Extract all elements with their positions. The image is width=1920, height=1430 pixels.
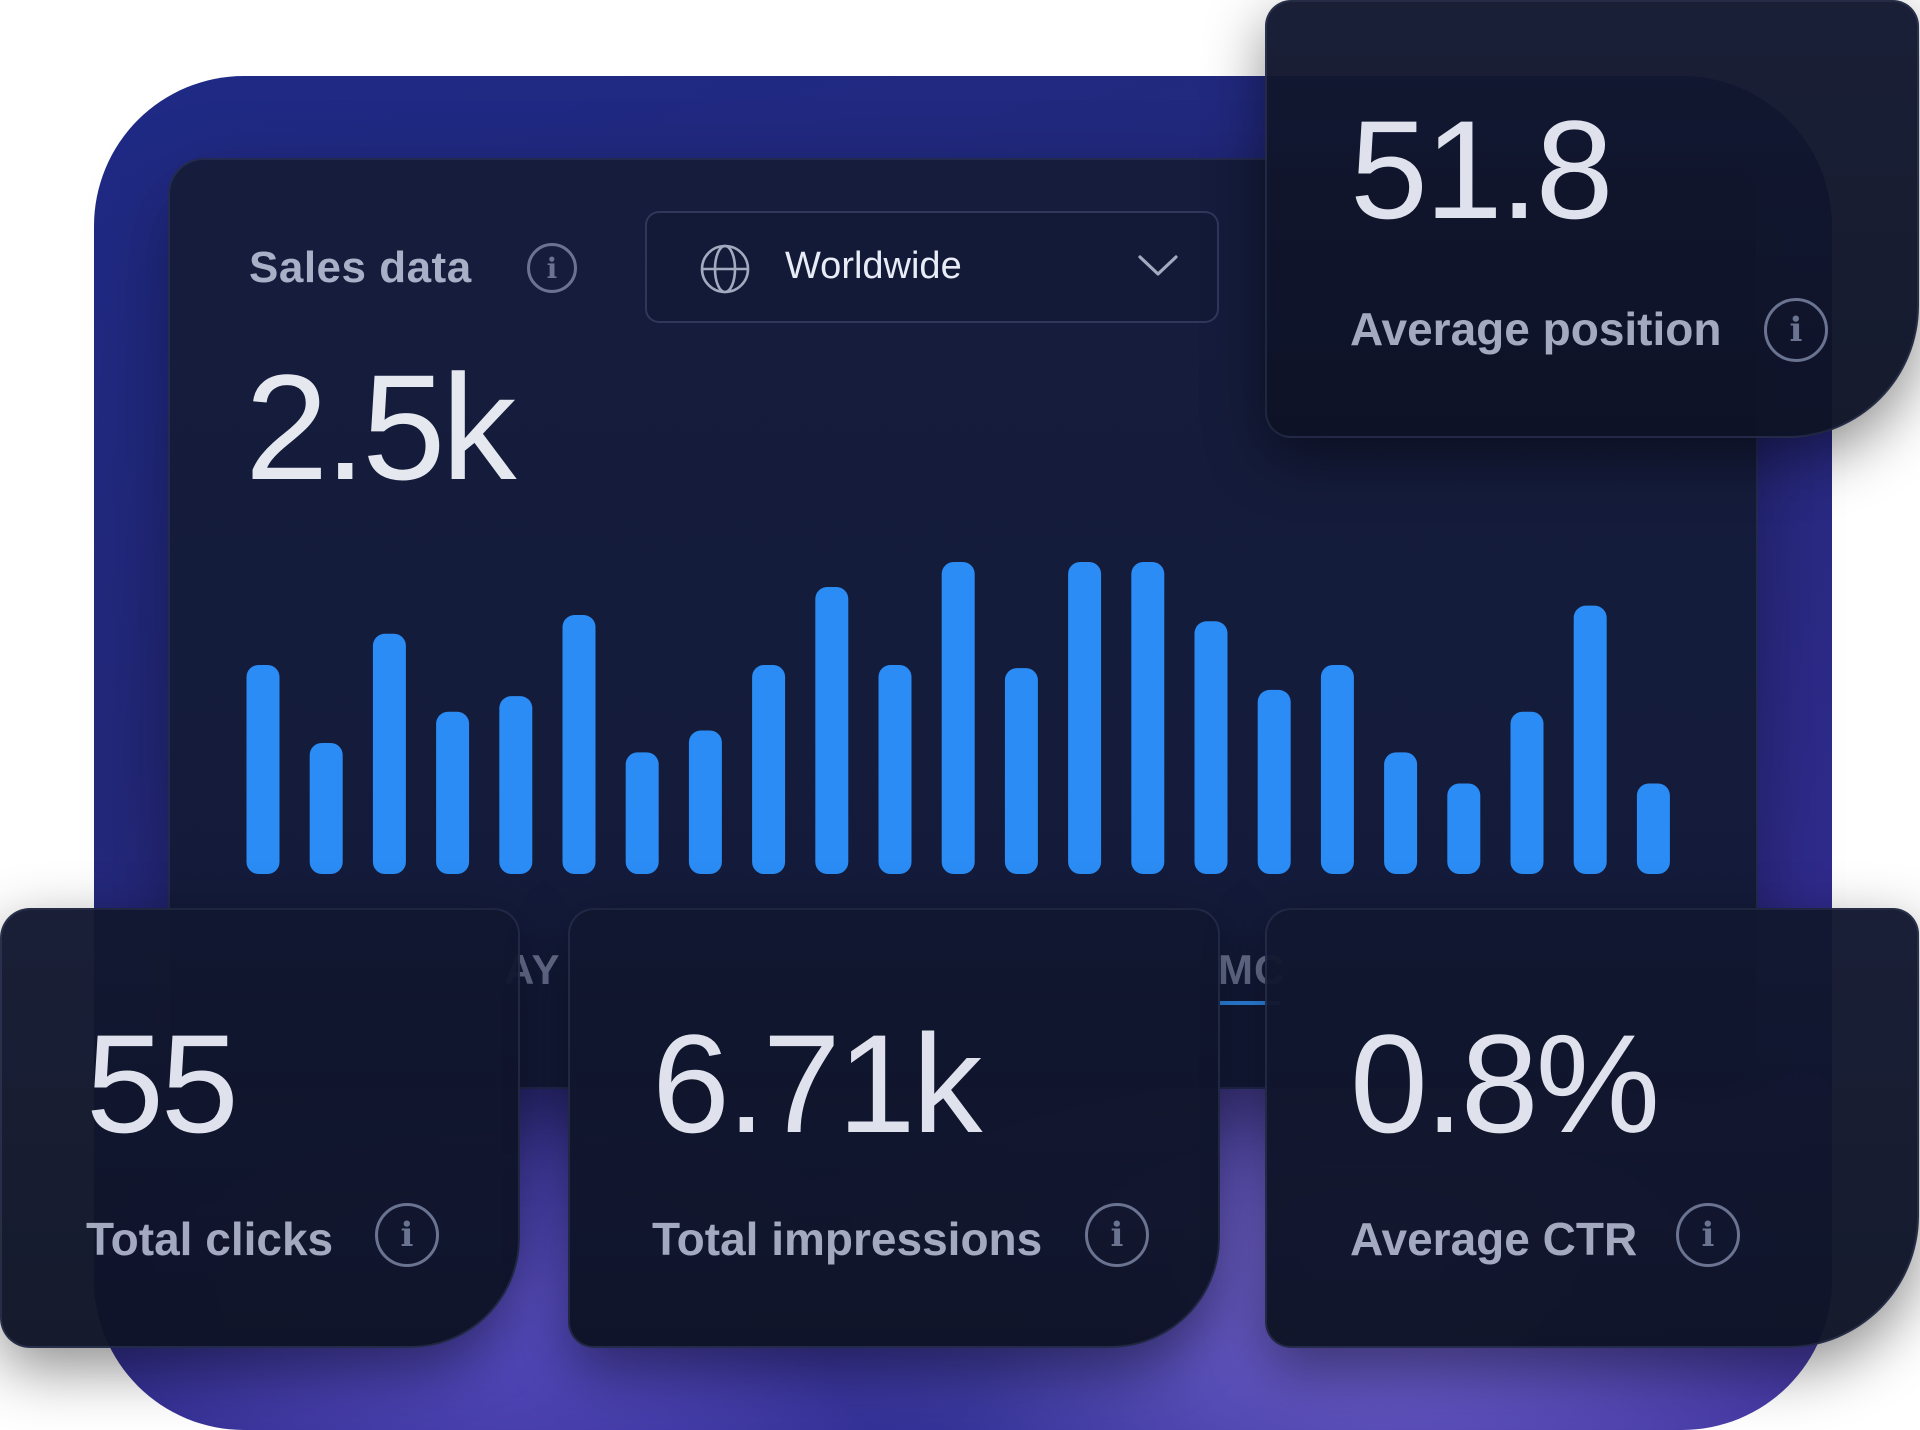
chart-bar <box>246 664 280 874</box>
total-impressions-label: Total impressions <box>652 1213 1043 1265</box>
total-impressions-card: 6.71k Total impressions i <box>568 908 1220 1348</box>
info-icon[interactable]: i <box>1764 298 1828 362</box>
chart-bar <box>752 664 786 874</box>
chart-bar <box>309 742 343 874</box>
chart-bar <box>815 586 849 874</box>
chart-bar <box>1447 783 1481 874</box>
chart-bar <box>878 664 912 874</box>
info-icon[interactable]: i <box>375 1203 439 1267</box>
chart-bar <box>1004 668 1038 874</box>
chart-bar <box>1131 562 1165 874</box>
chart-bar <box>1194 621 1228 874</box>
average-ctr-card: 0.8% Average CTR i <box>1265 908 1919 1348</box>
average-ctr-value: 0.8% <box>1350 1005 1660 1162</box>
chart-bar <box>1320 664 1354 874</box>
total-clicks-value: 55 <box>86 1005 239 1162</box>
chart-bar <box>562 615 596 874</box>
active-tab-indicator <box>1220 1001 1280 1005</box>
total-impressions-value: 6.71k <box>652 1005 982 1162</box>
chart-bar <box>688 730 722 874</box>
chart-bar <box>1636 783 1670 874</box>
info-icon[interactable]: i <box>527 243 577 293</box>
chart-bar <box>625 752 659 874</box>
chart-bar <box>1384 752 1418 874</box>
globe-icon <box>699 243 751 300</box>
average-ctr-label: Average CTR <box>1350 1213 1638 1265</box>
chart-bar <box>941 562 975 874</box>
chart-bar <box>372 633 406 874</box>
region-label: Worldwide <box>785 245 962 287</box>
chart-bar <box>1257 689 1291 874</box>
chart-bar <box>1068 562 1102 874</box>
sales-data-title: Sales data <box>249 243 472 292</box>
sales-total-value: 2.5k <box>245 343 517 511</box>
chart-bar <box>436 711 470 874</box>
region-dropdown[interactable]: Worldwide <box>645 211 1219 323</box>
chevron-down-icon <box>1137 253 1179 284</box>
average-position-label: Average position <box>1350 303 1722 355</box>
chart-bar <box>1510 711 1544 874</box>
total-clicks-label: Total clicks <box>86 1213 334 1265</box>
average-position-value: 51.8 <box>1350 91 1613 248</box>
average-position-card: 51.8 Average position i <box>1265 0 1919 438</box>
info-icon[interactable]: i <box>1085 1203 1149 1267</box>
info-icon[interactable]: i <box>1676 1203 1740 1267</box>
chart-bar <box>1573 605 1607 874</box>
total-clicks-card: 55 Total clicks i <box>0 908 520 1348</box>
chart-bar <box>499 696 533 874</box>
